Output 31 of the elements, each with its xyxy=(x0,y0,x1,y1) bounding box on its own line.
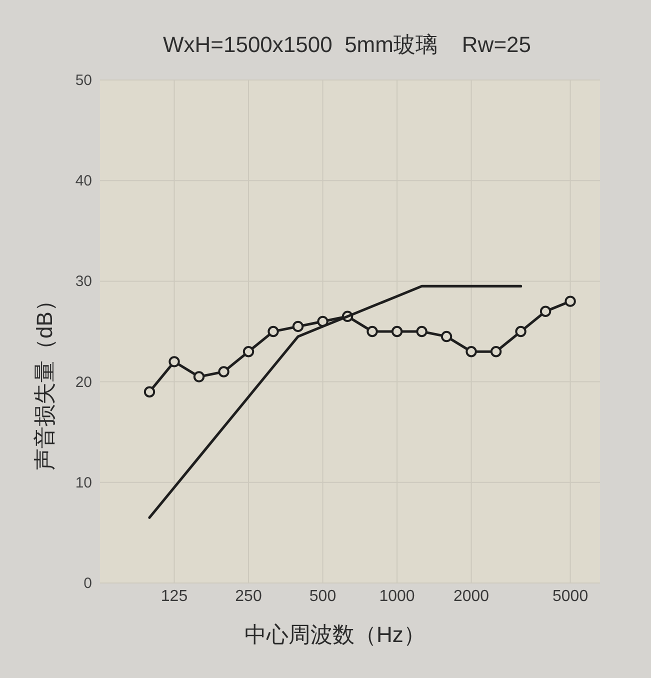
point xyxy=(242,346,254,358)
x-tick-label: 1000 xyxy=(379,588,415,605)
x-tick-label: 500 xyxy=(309,588,336,605)
point xyxy=(193,371,205,382)
point xyxy=(416,326,428,338)
point xyxy=(466,346,477,358)
point xyxy=(168,356,180,368)
point xyxy=(268,326,279,338)
chart-title: WxH=1500x1500 5mm玻璃 Rw=25 xyxy=(162,32,532,57)
y-tick-label: 30 xyxy=(75,273,92,290)
point xyxy=(366,326,378,338)
y-tick-label: 50 xyxy=(75,72,92,89)
point xyxy=(540,306,552,317)
point xyxy=(440,330,452,342)
y-tick-label: 10 xyxy=(75,474,92,492)
y-axis-title: 声音损失量（dB） xyxy=(32,290,57,470)
y-tick-label: 0 xyxy=(84,575,92,592)
x-tick-label: 250 xyxy=(235,588,262,605)
x-tick-label: 5000 xyxy=(552,588,588,605)
point xyxy=(490,346,502,358)
point xyxy=(144,386,156,398)
point xyxy=(218,366,230,378)
x-tick-label: 125 xyxy=(160,588,188,605)
x-axis-title: 中心周波数（Hz） xyxy=(244,622,426,647)
x-tick-label: 2000 xyxy=(453,588,490,605)
point xyxy=(515,326,526,338)
y-tick-label: 40 xyxy=(75,172,92,190)
y-tick-label: 20 xyxy=(75,374,92,391)
point xyxy=(564,296,576,307)
point xyxy=(292,320,304,332)
point xyxy=(391,326,403,338)
